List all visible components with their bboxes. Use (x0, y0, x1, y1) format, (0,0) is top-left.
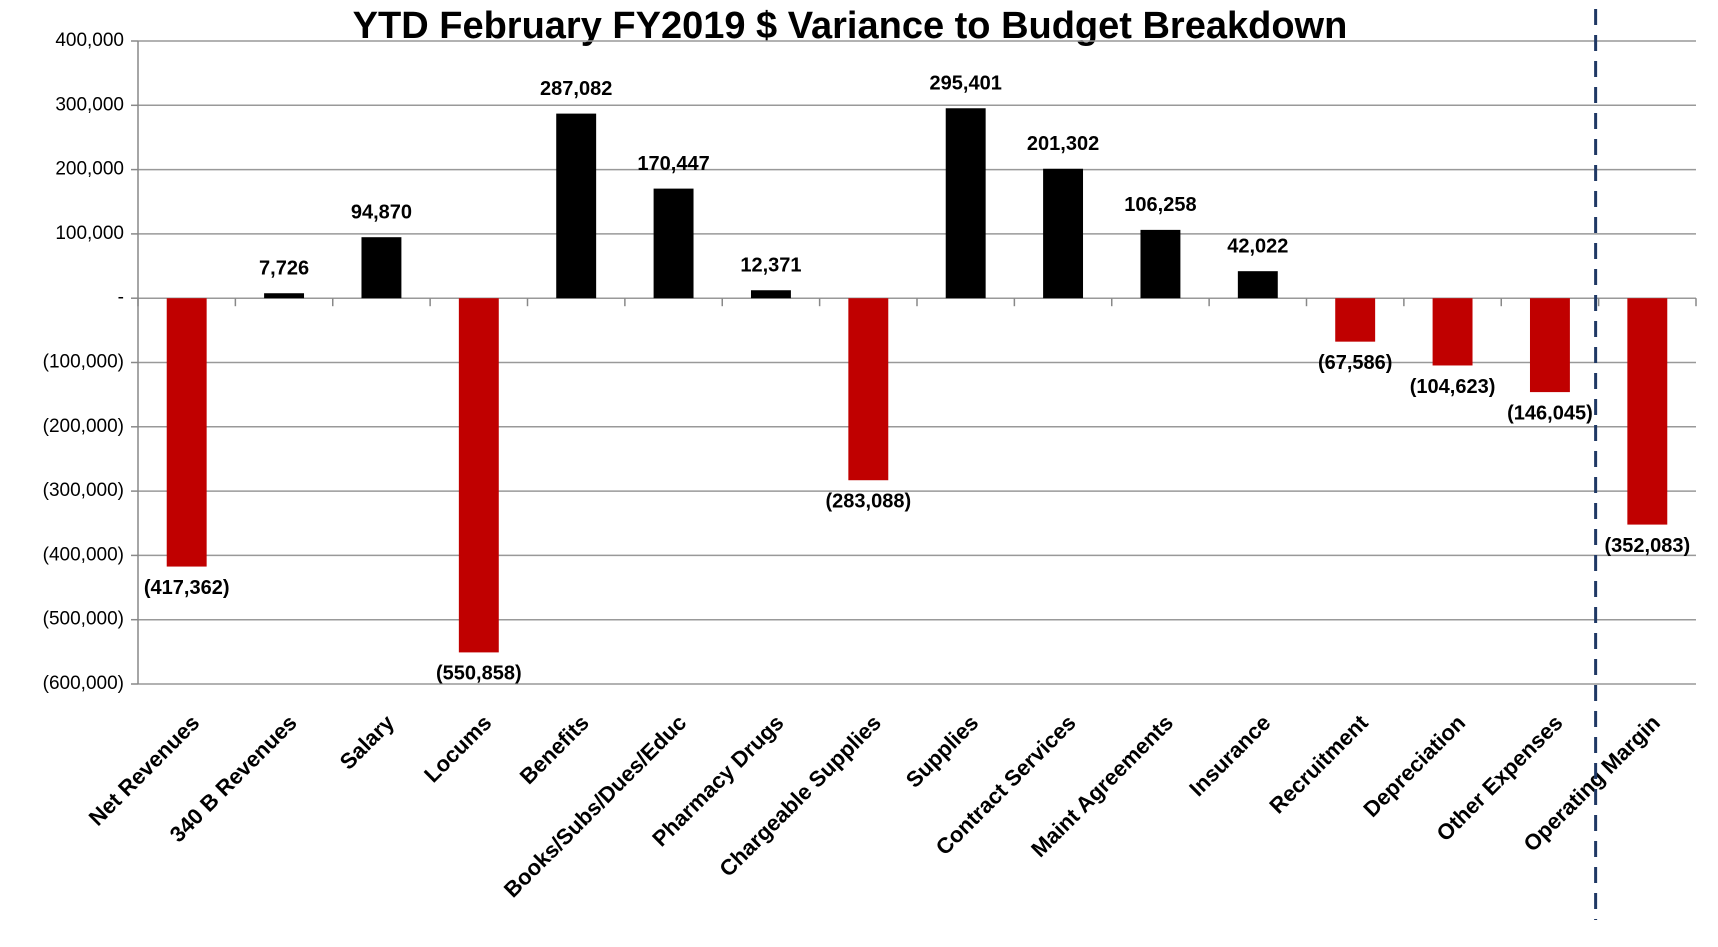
bar (750, 290, 791, 299)
x-tick-label: Books/Subs/Dues/Educ (499, 710, 691, 902)
bar (1140, 229, 1181, 299)
y-tick-label: 200,000 (55, 159, 124, 180)
y-tick-label: 300,000 (55, 94, 124, 115)
bar (458, 298, 499, 653)
bar (1432, 298, 1473, 366)
value-label: 7,726 (259, 258, 309, 280)
bar (1529, 298, 1570, 393)
y-tick-label: - (118, 287, 124, 308)
value-label: (417,362) (144, 577, 230, 599)
value-label: 42,022 (1227, 235, 1288, 257)
value-label: 12,371 (740, 255, 801, 277)
bar (1237, 271, 1278, 299)
x-tick-label: Benefits (515, 710, 594, 789)
bar (166, 298, 207, 567)
bar (1335, 298, 1376, 342)
y-tick-label: (100,000) (43, 352, 124, 373)
value-label: (352,083) (1605, 535, 1691, 557)
value-label: 106,258 (1124, 194, 1196, 216)
bar (556, 113, 597, 299)
x-tick-label: Recruitment (1264, 709, 1373, 818)
y-tick-label: (400,000) (43, 544, 124, 565)
value-label: 201,302 (1027, 133, 1099, 155)
bar (1627, 298, 1668, 525)
value-label: 94,870 (351, 201, 412, 223)
value-label: 295,401 (930, 73, 1002, 95)
y-tick-label: (600,000) (43, 673, 124, 694)
bar (945, 108, 986, 299)
value-label: (67,586) (1318, 352, 1393, 374)
value-label: (146,045) (1507, 402, 1593, 424)
y-tick-label: 100,000 (55, 223, 124, 244)
bar (653, 188, 694, 299)
bar (848, 298, 889, 481)
y-tick-label: (300,000) (43, 480, 124, 501)
x-tick-label: Chargeable Supplies (714, 710, 886, 882)
x-tick-label: Supplies (901, 710, 984, 793)
bar (361, 237, 402, 299)
value-label: (283,088) (826, 491, 912, 513)
x-tick-label: Salary (335, 709, 400, 774)
y-tick-label: (500,000) (43, 609, 124, 630)
chart-title: YTD February FY2019 $ Variance to Budget… (353, 5, 1348, 47)
y-tick-label: (200,000) (43, 416, 124, 437)
value-label: 287,082 (540, 78, 612, 100)
value-label: (104,623) (1410, 376, 1496, 398)
x-tick-label: Insurance (1184, 710, 1275, 801)
value-label: (550,858) (436, 663, 522, 685)
y-tick-label: 400,000 (55, 30, 124, 51)
value-label: 170,447 (637, 153, 709, 175)
bar (264, 293, 305, 299)
x-tick-label: Locums (419, 710, 496, 787)
bar (1043, 168, 1084, 299)
